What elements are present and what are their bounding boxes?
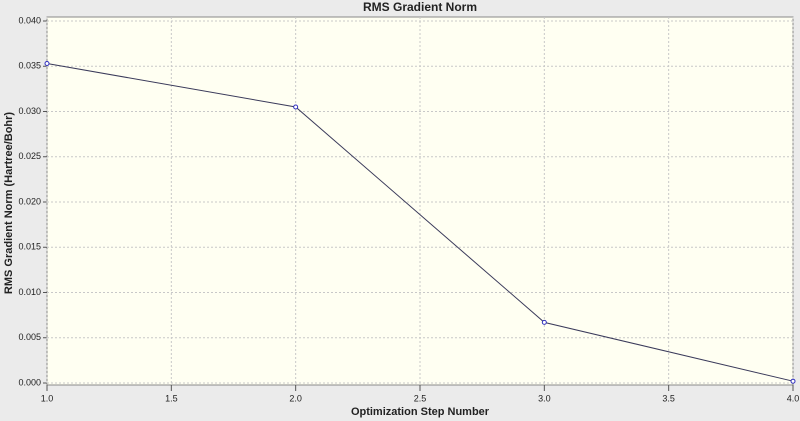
series-line: [46, 63, 794, 382]
y-tick-label: 0.005: [18, 332, 41, 342]
x-tick-label: 2.0: [289, 393, 302, 403]
x-tick-label: 4.0: [787, 393, 800, 403]
data-point: [790, 378, 796, 384]
x-axis-title: Optimization Step Number: [351, 406, 490, 418]
x-tick-label: 1.5: [165, 393, 178, 403]
y-tick-label: 0.015: [18, 242, 41, 252]
y-tick-label: 0.025: [18, 151, 41, 161]
y-tick-label: 0.035: [18, 61, 41, 71]
data-point: [541, 319, 547, 325]
y-tick-label: 0.000: [18, 377, 41, 387]
y-tick-label: 0.030: [18, 106, 41, 116]
y-tick-label: 0.020: [18, 196, 41, 206]
data-point: [44, 61, 50, 67]
y-axis-title: RMS Gradient Norm (Hartree/Bohr): [3, 112, 15, 294]
x-tick-label: 2.5: [414, 393, 427, 403]
chart-title: RMS Gradient Norm: [363, 0, 477, 14]
data-point: [293, 104, 299, 110]
x-tick-label: 1.0: [41, 393, 54, 403]
x-tick-label: 3.0: [538, 393, 551, 403]
y-tick-label: 0.040: [18, 15, 41, 25]
y-tick-label: 0.010: [18, 287, 41, 297]
x-tick-label: 3.5: [662, 393, 675, 403]
